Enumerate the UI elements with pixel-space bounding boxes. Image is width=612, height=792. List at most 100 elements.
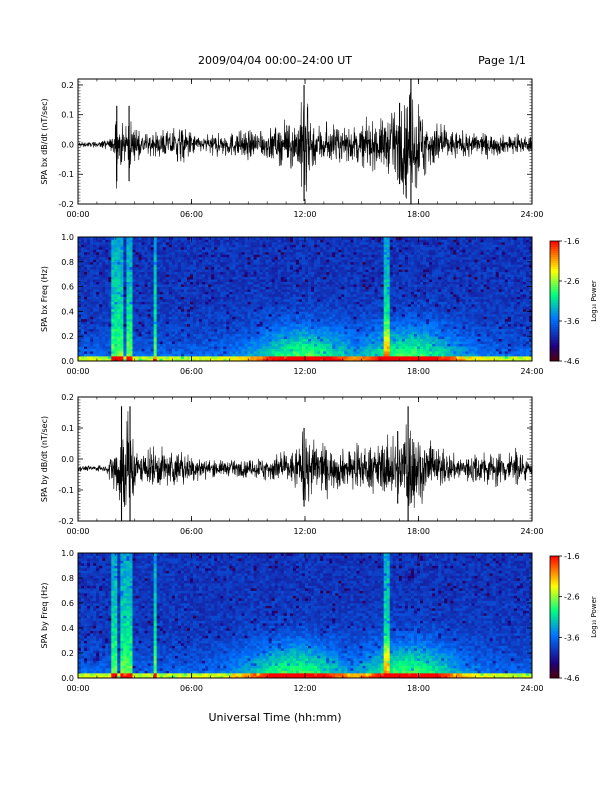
spectrogram-cell [317,316,321,320]
spectrogram-cell [150,299,155,302]
spectrogram-cell [108,284,112,287]
spectrogram-cell [120,251,124,255]
spectrogram-cell [247,289,251,292]
spectrogram-cell [317,256,321,260]
spectrogram-cell [150,289,155,292]
spectrogram-cell [344,289,348,292]
spectrogram-cell [126,323,130,327]
spectrogram-cell [265,331,270,335]
spectrogram-cell [268,343,273,347]
spectrogram-cell [359,306,363,310]
spectrogram-cell [320,291,324,295]
spectrogram-cell [283,311,288,315]
spectrogram-cell [84,264,88,268]
spectrogram-cell [277,291,282,295]
spectrogram-cell [93,343,97,347]
spectrogram-cell [229,269,233,273]
spectrogram-cell [199,239,203,243]
spectrogram-cell [317,286,321,290]
spectrogram-cell [341,299,345,302]
spectrogram-cell [314,261,318,265]
spectrogram-cell [326,276,330,280]
spectrogram-cell [78,251,82,255]
spectrogram-cell [241,274,245,278]
spectrogram-cell [199,338,203,342]
spectrogram-cell [138,266,142,270]
spectrogram-cell [84,313,88,317]
spectrogram-cell [90,318,94,322]
spectrogram-cell [138,246,142,250]
spectrogram-cell [289,286,294,290]
spectrogram-cell [308,249,312,253]
spectrogram-cell [129,318,133,322]
spectrogram-cell [289,306,294,310]
spectrogram-cell [111,294,115,297]
spectrogram-cell [84,289,88,292]
spectrogram-cell [332,291,336,295]
spectrogram-cell [332,266,336,270]
spectrogram-cell [326,326,330,330]
spectrogram-cell [265,301,270,305]
spectrogram-cell [329,308,333,312]
spectrogram-cell [180,264,185,268]
spectrogram-cell [280,299,285,302]
spectrogram-cell [265,281,270,285]
spectrogram-cell [126,306,130,310]
spectrogram-cell [305,328,309,332]
spectrogram-cell [180,294,185,297]
spectrogram-cell [162,343,167,347]
spectrogram-cell [235,326,239,330]
spectrogram-cell [365,316,369,320]
spectrogram-cell [274,294,279,297]
spectrogram-cell [317,333,321,337]
spectrogram-cell [144,301,148,305]
spectrogram-cell [241,251,245,255]
spectrogram-cell [235,274,239,278]
spectrogram-cell [350,338,354,342]
spectrogram-cell [308,313,312,317]
spectrogram-cell [220,301,224,305]
spectrogram-cell [341,261,345,265]
spectrogram-cell [286,308,291,312]
spectrogram-cell [156,341,161,344]
spectrogram-cell [223,303,227,307]
spectrogram-cell [226,326,230,330]
spectrogram-cell [150,333,155,337]
spectrogram-cell [274,348,279,352]
spectrogram-cell [226,276,230,280]
spectrogram-cell [250,343,254,347]
spectrogram-cell [259,303,263,307]
spectrogram-cell [353,358,357,362]
spectrogram-cell [135,353,139,357]
spectrogram-cell [208,303,212,307]
spectrogram-cell [356,289,360,292]
spectrogram-cell [235,321,239,325]
spectrogram-cell [365,331,369,335]
spectrogram-cell [199,256,203,260]
spectrogram-cell [241,286,245,290]
spectrogram-cell [171,239,176,243]
spectrogram-cell [199,271,203,275]
spectrogram-cell [350,269,354,273]
spectrogram-cell [317,276,321,280]
spectrogram-cell [180,341,185,344]
spectrogram-cell [350,318,354,322]
spectrogram-cell [317,348,321,352]
spectrogram-cell [105,254,109,258]
spectrogram-cell [147,313,151,317]
spectrogram-cell [147,336,151,340]
spectrogram-cell [102,313,106,317]
spectrogram-cell [244,356,248,359]
spectrogram-cell [81,353,85,357]
spectrogram-cell [159,318,164,322]
spectrogram-cell [353,251,357,255]
spectrogram-cell [114,259,118,263]
spectrogram-cell [193,256,197,260]
spectrogram-cell [202,251,206,255]
spectrogram-cell [168,239,173,243]
spectrogram-cell [353,346,357,349]
spectrogram-cell [232,306,236,310]
spectrogram-cell [289,318,294,322]
spectrogram-cell [347,264,351,268]
spectrogram-cell [259,333,263,337]
